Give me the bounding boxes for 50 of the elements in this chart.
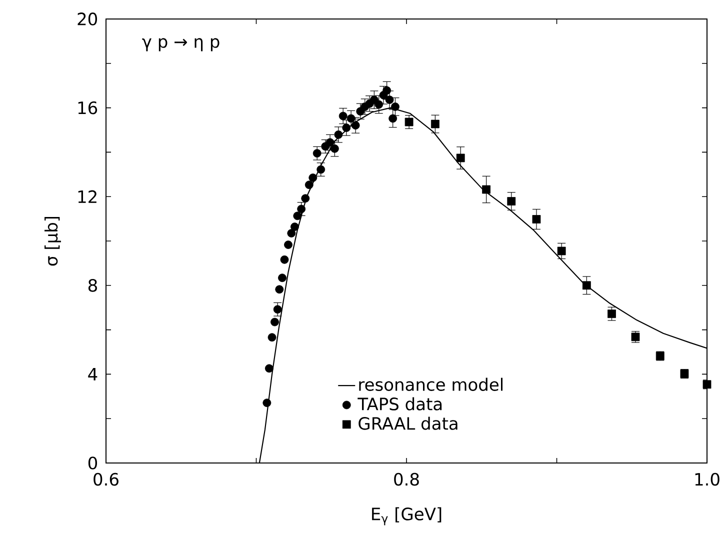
x-tick-label: 0.8	[394, 472, 419, 486]
point	[284, 240, 292, 249]
y-axis-title: σ [μb]	[44, 216, 61, 266]
point	[702, 380, 712, 389]
x-axis-title: E$_{γ}$ [GeV]	[372, 507, 442, 526]
point	[262, 398, 272, 408]
y-tick-label: 16	[78, 101, 98, 114]
point	[290, 222, 299, 231]
point	[280, 255, 289, 264]
y-tick-label: 20	[78, 12, 98, 26]
point	[304, 180, 314, 190]
point	[273, 305, 282, 314]
y-tick-label: 4	[88, 368, 98, 380]
point	[334, 130, 343, 139]
point	[268, 333, 276, 342]
y-tick-label: 8	[88, 278, 97, 292]
annotation: γ p → η p	[142, 38, 220, 52]
point	[351, 121, 360, 130]
point	[342, 124, 351, 132]
point	[293, 212, 302, 220]
legend-label: GRAAL data	[358, 416, 458, 430]
point	[287, 229, 296, 238]
legend-label: resonance model	[359, 378, 503, 391]
point	[482, 185, 490, 194]
point	[456, 154, 465, 162]
point	[278, 274, 286, 282]
y-tick-label: 0	[88, 456, 98, 470]
point	[264, 364, 274, 373]
point	[388, 114, 398, 123]
point	[346, 114, 356, 123]
point	[316, 165, 326, 174]
point	[557, 246, 566, 256]
legend-label: TAPS data	[358, 397, 442, 410]
point	[308, 174, 318, 182]
point	[270, 318, 279, 326]
point	[312, 149, 322, 158]
point	[301, 194, 310, 203]
point	[275, 285, 284, 294]
x-tick-label: 1.0	[695, 472, 720, 486]
y-tick-label: 12	[78, 190, 96, 203]
x-tick-label: 0.6	[94, 472, 118, 486]
point	[297, 204, 306, 214]
point	[404, 118, 414, 126]
point	[532, 215, 541, 224]
point	[391, 102, 400, 111]
point	[507, 197, 516, 206]
point	[431, 120, 440, 128]
point	[338, 112, 348, 120]
point	[582, 281, 591, 290]
point	[608, 310, 616, 318]
